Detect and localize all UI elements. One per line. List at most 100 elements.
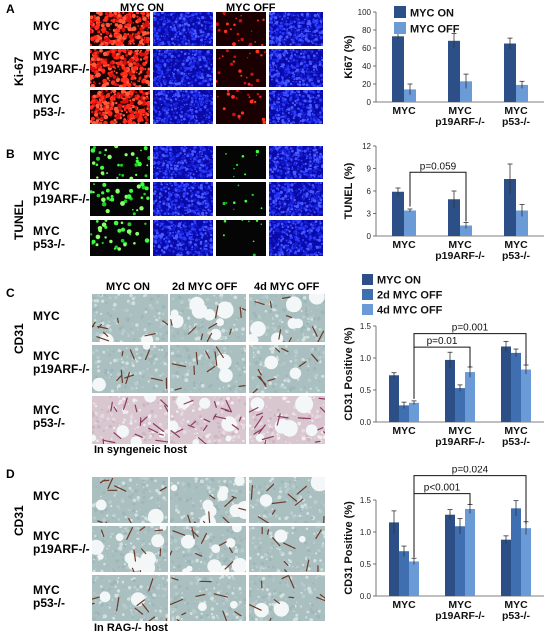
cell-dot <box>175 149 178 152</box>
cell-dot <box>269 233 272 237</box>
cell-dot <box>289 241 293 245</box>
cell-dot <box>186 114 189 117</box>
cell-dot <box>287 90 290 92</box>
cell-dot <box>211 12 213 14</box>
cell-dot <box>155 207 159 210</box>
cell-dot <box>197 182 199 184</box>
cell-dot <box>269 246 273 250</box>
cell-dot <box>282 22 284 25</box>
cell-dot <box>295 182 297 184</box>
cell-dot <box>160 182 162 184</box>
cell-dot <box>159 170 161 173</box>
cell-dot <box>309 106 312 109</box>
panel-c-row-label-2: MYC p19ARF-/- <box>33 350 90 376</box>
cell-dot <box>170 77 173 80</box>
cell-dot <box>191 162 194 165</box>
cell-dot <box>153 239 156 243</box>
cell-dot <box>106 172 109 175</box>
cell-dot <box>175 164 179 168</box>
cell-dot <box>194 182 197 185</box>
cell-dot <box>202 55 204 57</box>
cell-dot <box>317 226 321 230</box>
cell-dot <box>293 156 295 158</box>
cell-dot <box>204 63 207 66</box>
cell-dot <box>319 31 322 33</box>
cell-dot <box>305 214 308 216</box>
cell-dot <box>320 226 323 229</box>
cell-dot <box>252 240 255 243</box>
cell-dot <box>269 113 272 116</box>
cell-dot <box>188 12 190 13</box>
cell-dot <box>289 210 291 213</box>
cell-dot <box>277 175 281 179</box>
cell-dot <box>132 212 136 216</box>
cell-dot <box>210 16 213 20</box>
cell-dot <box>229 28 232 31</box>
cell-dot <box>187 56 191 60</box>
cell-dot <box>172 160 174 163</box>
cell-dot <box>142 26 145 30</box>
cell-dot <box>282 49 284 51</box>
cell-dot <box>198 239 200 241</box>
cell-dot <box>303 99 307 103</box>
cell-dot <box>157 76 160 80</box>
cell-dot <box>273 247 276 249</box>
cell-dot <box>189 237 193 241</box>
cell-dot <box>190 204 193 208</box>
cell-dot <box>202 79 206 83</box>
cell-dot <box>201 37 203 39</box>
cell-dot <box>108 104 111 107</box>
cell-dot <box>159 214 162 216</box>
cell-dot <box>312 77 314 80</box>
cell-dot <box>173 167 178 171</box>
cell-dot <box>269 150 271 152</box>
cell-dot <box>316 77 318 79</box>
bar <box>392 191 404 236</box>
cell-dot <box>114 109 120 114</box>
cell-dot <box>112 90 117 94</box>
cell-dot <box>269 33 272 36</box>
cell-dot <box>185 147 188 149</box>
cell-dot <box>315 253 319 256</box>
cell-dot <box>277 182 280 184</box>
cell-dot <box>318 187 322 190</box>
cell-dot <box>290 183 294 186</box>
cell-dot <box>186 30 188 32</box>
cell-dot <box>190 110 193 113</box>
cell-dot <box>181 94 184 97</box>
cell-dot <box>200 36 203 39</box>
cell-dot <box>173 26 177 30</box>
cell-dot <box>125 111 128 114</box>
cell-dot <box>153 85 156 87</box>
cell-dot <box>319 222 322 225</box>
cell-dot <box>302 82 305 85</box>
cell-dot <box>92 102 96 106</box>
bar <box>516 84 528 102</box>
micrograph <box>216 146 266 179</box>
cell-dot <box>187 28 189 30</box>
cell-dot <box>291 226 294 230</box>
cell-dot <box>175 203 178 206</box>
cell-dot <box>294 91 296 94</box>
cell-dot <box>317 154 319 156</box>
cell-dot <box>320 113 323 116</box>
cell-dot <box>285 197 288 200</box>
cell-dot <box>136 107 139 109</box>
cell-dot <box>192 253 195 256</box>
cell-dot <box>178 49 181 52</box>
cell-dot <box>278 220 280 222</box>
cell-dot <box>131 12 134 14</box>
cell-dot <box>153 162 155 164</box>
cell-dot <box>304 158 306 161</box>
cell-dot <box>155 90 158 92</box>
cell-dot <box>201 225 205 229</box>
cell-dot <box>303 19 306 23</box>
cell-dot <box>280 153 282 155</box>
cell-dot <box>233 23 236 27</box>
cell-dot <box>309 109 313 113</box>
cell-dot <box>211 212 213 216</box>
cell-dot <box>196 122 199 124</box>
cell-dot <box>270 184 274 188</box>
cell-dot <box>317 191 320 195</box>
cell-dot <box>112 19 116 23</box>
